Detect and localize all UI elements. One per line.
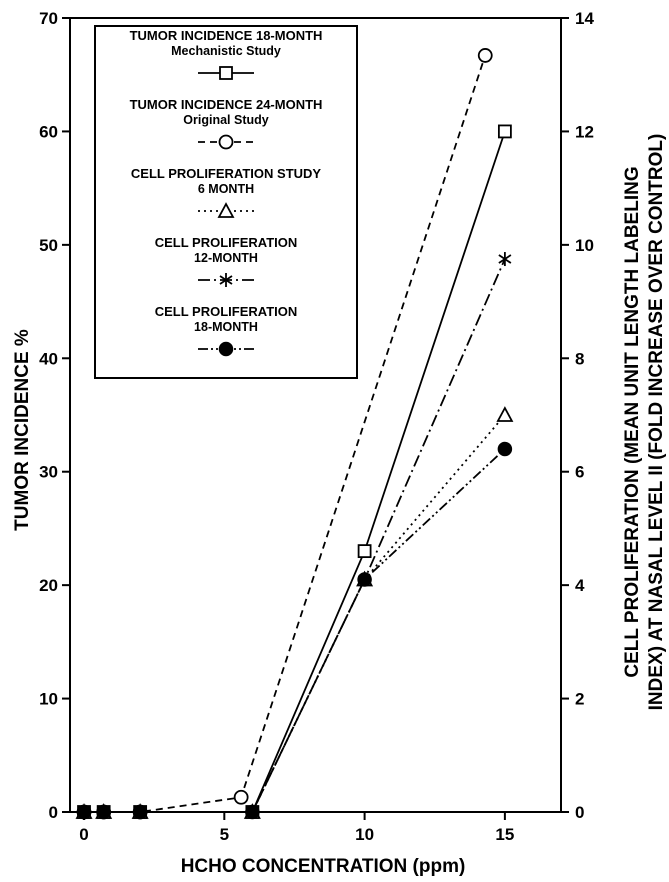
y2-tick-label: 0 [575,803,584,822]
plot-frame [69,17,562,813]
series-3-point [496,406,514,422]
y2-tick-label: 12 [575,122,594,141]
asterisk-stroke [219,275,233,285]
y-tick-label: 40 [39,349,58,368]
y2-tick-label: 10 [575,236,594,255]
series-5-point [357,572,372,587]
right-y-axis: 0 2 4 6 8 10 12 14 [561,9,594,822]
y-tick-label: 20 [39,576,58,595]
y-axis-title: TUMOR INCIDENCE % [12,329,33,531]
x-tick-label: 10 [355,825,374,844]
y2-tick-label: 8 [575,349,584,368]
y-tick-label: 30 [39,463,58,482]
y-tick-label: 60 [39,122,58,141]
series-1-point [357,544,372,559]
x-tick-label: 0 [79,825,88,844]
series-5-point [96,804,111,820]
y-tick-label: 50 [39,236,58,255]
legend-marker-1 [219,66,233,80]
series-5-point [497,441,513,457]
plot-area-border [69,17,562,813]
series-2-point [233,789,249,805]
legend-sublabel-1: Mechanistic Study [171,44,281,58]
x-axis-title: HCHO CONCENTRATION (ppm) [181,856,466,877]
y-tick-label: 0 [49,803,58,822]
x-tick-label: 5 [220,825,229,844]
y2-tick-label: 4 [575,576,585,595]
y2-tick-label: 6 [575,463,584,482]
y2-tick-label: 14 [575,9,594,28]
legend-label-3: CELL PROLIFERATION STUDY [131,166,322,181]
legend-sublabel-3: 6 MONTH [198,182,254,196]
legend-marker-4 [219,273,233,287]
legend-marker-3 [217,202,235,218]
x-tick-label: 15 [495,825,514,844]
legend-sublabel-5: 18-MONTH [194,320,258,334]
y-tick-label: 10 [39,690,58,709]
series-line-3 [84,414,506,813]
y2-tick-label: 2 [575,690,584,709]
series-5-point [76,804,92,820]
series-5-point [245,804,260,820]
legend-marker-5 [218,341,234,357]
series-2-point [477,48,493,63]
legend-label-1: TUMOR INCIDENCE 18-MONTH [130,28,323,43]
legend-sublabel-2: Original Study [183,113,268,127]
legend-marker-2 [218,134,234,150]
legend-label-4: CELL PROLIFERATION [155,235,298,250]
asterisk-stroke [498,254,512,264]
left-y-axis: 0 10 20 30 40 50 60 70 [39,9,70,822]
legend-box [94,25,358,379]
legend-label-5: CELL PROLIFERATION [155,304,298,319]
series-4-point [498,252,512,267]
series-1-point [497,124,512,139]
series-line-5 [84,448,506,813]
series-markers [75,48,514,820]
y-tick-label: 70 [39,9,58,28]
series-5-point [132,804,148,820]
legend-label-2: TUMOR INCIDENCE 24-MONTH [130,97,323,112]
y2-axis-title-line-2: INDEX) AT NASAL LEVEL II (FOLD INCREASE … [646,134,667,711]
legend-sublabel-4: 12-MONTH [194,251,258,265]
y2-axis-title-line-1: CELL PROLIFERATION (MEAN UNIT LENGTH LAB… [622,166,643,677]
